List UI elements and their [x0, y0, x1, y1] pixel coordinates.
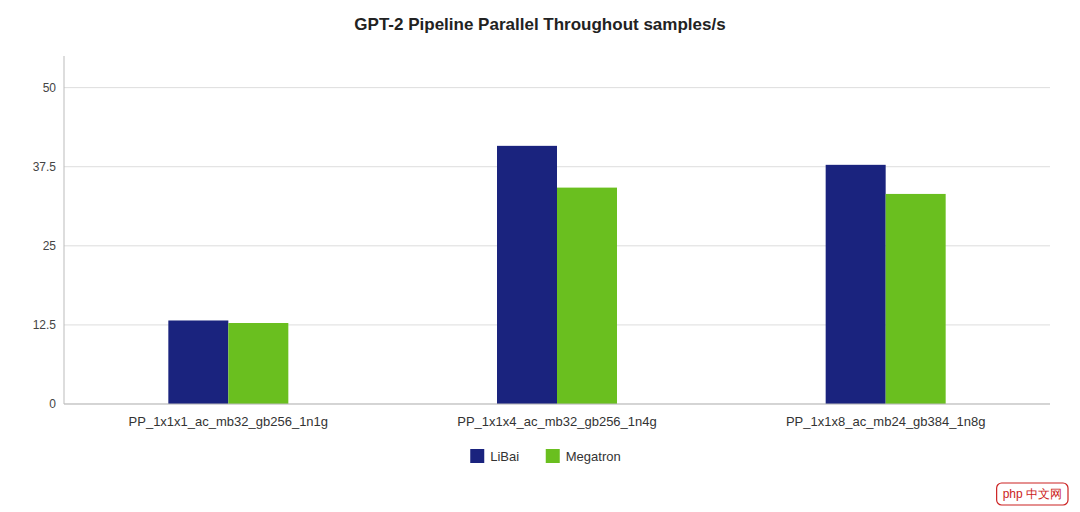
y-tick-label: 50 [43, 81, 57, 95]
grid-line [64, 87, 1050, 88]
y-tick-label: 37.5 [33, 160, 57, 174]
annotation: php 中文网 [997, 483, 1068, 505]
legend-swatch [470, 449, 484, 463]
y-tick-label: 25 [43, 239, 57, 253]
annotation-text: php 中文网 [1003, 487, 1062, 501]
chart-container: GPT-2 Pipeline Parallel Throughout sampl… [0, 0, 1080, 512]
bar [168, 320, 228, 404]
bars [168, 146, 945, 404]
bar [497, 146, 557, 404]
x-axis-line [64, 404, 1050, 405]
x-tick-label: PP_1x1x1_ac_mb32_gb256_1n1g [129, 414, 329, 429]
x-tick-label: PP_1x1x8_ac_mb24_gb384_1n8g [786, 414, 986, 429]
annotation-box [997, 483, 1068, 505]
grid [64, 88, 1050, 404]
chart-svg: GPT-2 Pipeline Parallel Throughout sampl… [0, 0, 1080, 512]
y-tick-label: 0 [49, 397, 56, 411]
x-tick-label: PP_1x1x4_ac_mb32_gb256_1n4g [457, 414, 657, 429]
chart-title: GPT-2 Pipeline Parallel Throughout sampl… [354, 15, 725, 34]
bar [886, 194, 946, 404]
grid-line [64, 404, 1050, 405]
legend: LiBai Megatron [470, 449, 620, 464]
legend-label: Megatron [566, 449, 621, 464]
legend-swatch [546, 449, 560, 463]
y-axis-line [64, 56, 65, 404]
bar [826, 165, 886, 404]
legend-label: LiBai [490, 449, 519, 464]
bar [228, 323, 288, 404]
y-tick-label: 12.5 [33, 318, 57, 332]
bar [557, 188, 617, 404]
